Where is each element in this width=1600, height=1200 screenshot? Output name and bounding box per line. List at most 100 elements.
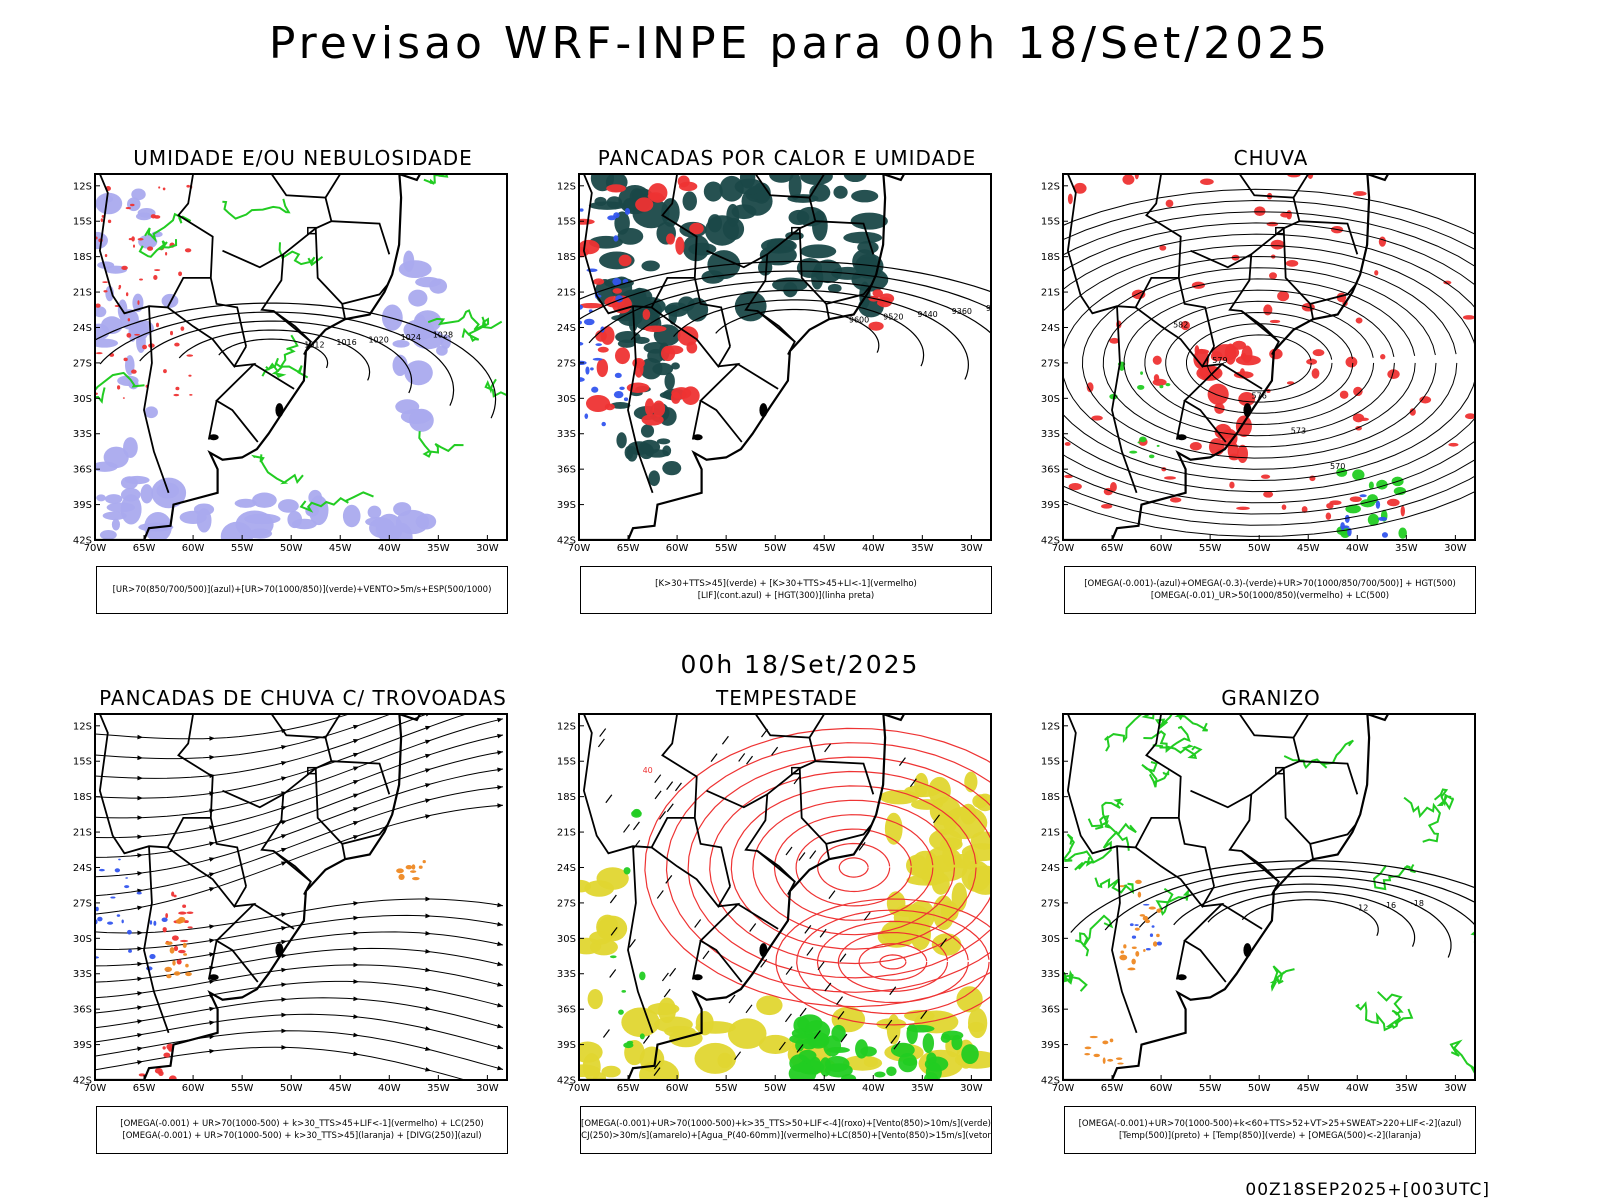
lon-label: 45W <box>329 1083 352 1094</box>
hgt300-contour <box>715 308 880 353</box>
lon-label: 35W <box>1395 543 1418 554</box>
omega-red <box>1355 317 1363 324</box>
humidity-mid-level <box>436 345 448 356</box>
wind-streamline-arrow <box>281 1028 287 1034</box>
omega-red <box>1189 441 1202 451</box>
state-border <box>253 903 295 930</box>
wind-vector <box>669 967 677 977</box>
omega-blue <box>1378 516 1388 521</box>
temp850-contour <box>1087 818 1137 837</box>
jet-stream-yellow <box>961 843 991 862</box>
state-border <box>1282 228 1311 305</box>
thickness-contour <box>127 318 131 322</box>
lat-label: 39S <box>557 500 576 511</box>
humidity-mid-level <box>415 513 437 530</box>
temp850-contour <box>1403 796 1441 843</box>
lat-label: 42S <box>1041 1076 1060 1087</box>
low-level-humidity <box>278 242 324 267</box>
humidity-mid-level <box>277 499 299 513</box>
thickness-contour <box>128 237 132 241</box>
wind-vector <box>796 1044 804 1053</box>
omega500-orange <box>1089 1035 1098 1039</box>
k-tts-li-red-area <box>648 183 668 203</box>
omega-blue <box>1344 514 1350 523</box>
wind-streamline-arrow <box>281 776 287 781</box>
k-tts-li-red-area <box>644 398 655 417</box>
humidity-mid-level <box>392 340 410 348</box>
hgt300-contour-label: 9440 <box>917 310 937 319</box>
hail-blue <box>1156 941 1163 946</box>
state-border <box>143 846 170 1034</box>
lat-label: 36S <box>73 465 92 476</box>
hail-blue <box>1149 933 1154 937</box>
wind-vector <box>890 1035 898 1044</box>
lif-contour <box>579 208 584 212</box>
omega-red <box>1109 337 1120 344</box>
wind-streamline-arrow <box>425 930 431 936</box>
legend-line-2: [OMEGA(-0.01)_UR>50(1000/850)(vermelho) … <box>1150 591 1390 601</box>
wind-850-green <box>621 989 627 993</box>
state-border <box>651 846 731 908</box>
thickness-contour <box>184 248 192 253</box>
panel-rain: CHUVA 582 579 576 573 570 12S 15S 18S 21S 24S 27S 3… <box>1036 146 1506 636</box>
k-tts-li-red-area <box>626 382 650 393</box>
omega-green <box>1140 371 1143 375</box>
thickness-contour <box>129 203 135 207</box>
wind-850-green <box>798 1049 817 1062</box>
wind-vector <box>940 938 947 947</box>
wind-vector <box>858 842 866 851</box>
wind-vector <box>663 988 671 998</box>
divergence-blue <box>149 953 156 960</box>
legend-line-2: [LIF](cont.azul) + [HGT(300)](linha pret… <box>697 591 875 601</box>
convection-orange <box>173 971 181 976</box>
divergence-blue <box>95 906 99 912</box>
lon-label: 65W <box>1101 543 1124 554</box>
wind-vector <box>828 890 836 899</box>
lat-label: 15S <box>1041 217 1060 228</box>
wind-850-green <box>826 1046 850 1054</box>
wind-streamline-arrow <box>353 901 359 906</box>
lat-label: 12S <box>73 181 92 192</box>
k-tts-green-area <box>671 362 680 370</box>
convection-red <box>163 1052 171 1058</box>
hail-blue <box>1145 948 1151 951</box>
wind-vector <box>746 755 754 765</box>
isobar-label: 1028 <box>433 330 453 339</box>
wind-850-green <box>824 1056 850 1072</box>
state-border <box>627 306 654 494</box>
hgt500-streamline <box>1063 233 1475 493</box>
lat-label: 18S <box>73 252 92 263</box>
state-border <box>825 284 872 320</box>
k-tts-green-area <box>843 174 867 183</box>
humidity-mid-level <box>392 354 408 377</box>
divergence-blue <box>161 917 168 923</box>
humidity-mid-level <box>235 510 274 539</box>
map-content: -12 -16 -18 <box>1063 714 1475 1080</box>
wind-vector <box>694 919 702 928</box>
humidity-mid-level <box>179 510 207 525</box>
hail-blue <box>1131 935 1137 939</box>
omega-red <box>1266 221 1279 227</box>
panel-humidity: UMIDADE E/OU NEBULOSIDADE 1012 1016 1020 10… <box>68 146 538 636</box>
lat-label: 39S <box>73 500 92 511</box>
lon-label: 50W <box>764 1083 787 1094</box>
isobar-label: 1012 <box>304 341 324 350</box>
lat-label: 36S <box>557 465 576 476</box>
omega-green <box>1345 504 1361 514</box>
wind-vector <box>728 994 736 1004</box>
omega500-orange <box>1102 1040 1109 1045</box>
wind-streamline-arrow <box>281 1012 287 1018</box>
lc850-streamline <box>796 909 990 1015</box>
wind-850-green <box>797 1014 823 1033</box>
wind-streamline-arrow <box>137 976 143 982</box>
convection-orange <box>410 870 417 873</box>
divergence-blue <box>107 921 114 925</box>
jet-stream-yellow <box>695 1021 736 1034</box>
omega-red <box>1193 348 1210 370</box>
wind-vector <box>785 846 793 856</box>
thickness-contour <box>122 397 125 399</box>
lc850-streamline <box>644 727 991 1008</box>
omega-red <box>1152 355 1162 365</box>
thickness-contour <box>173 393 180 397</box>
